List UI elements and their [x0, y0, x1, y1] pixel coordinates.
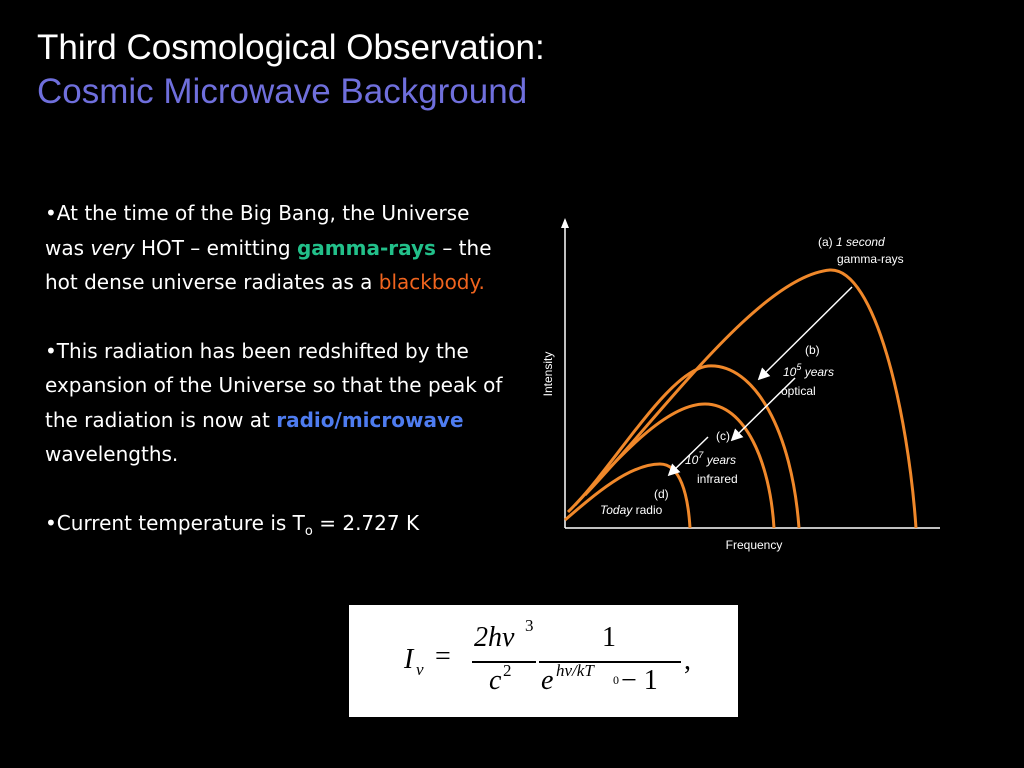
blackbody-highlight: blackbody. [378, 270, 485, 294]
slide-title: Third Cosmological Observation: Cosmic M… [37, 26, 545, 114]
bullet-text: HOT – emitting [134, 235, 297, 260]
curve-a-band: gamma-rays [837, 252, 904, 266]
formula-den1: c [489, 665, 502, 696]
bullet-redshift: •This radiation has been redshifted by t… [45, 334, 505, 472]
curve-c-letter: (c) [716, 429, 730, 443]
radio-microwave-highlight: radio/microwave [276, 407, 464, 432]
bullet-text: •This radiation has been redshifted by t… [45, 338, 503, 432]
formula-den2-base: e [541, 665, 554, 696]
curve-d-letter: (d) [654, 487, 669, 501]
bullet-text: •At the time of the Big Bang, the Univer… [45, 201, 470, 260]
fraction-bar-1 [472, 661, 536, 663]
bullet-temperature: •Current temperature is To = 2.727 K [45, 506, 505, 550]
formula-num2: 1 [602, 622, 616, 653]
x-axis-label: Frequency [726, 538, 783, 552]
bullet-text: wavelengths. [45, 442, 179, 466]
curve-d [564, 462, 692, 529]
curve-a [583, 268, 918, 529]
formula-den2-exp-sub: 0 [613, 673, 619, 687]
curve-b-time: 105 years [783, 362, 834, 379]
y-axis-label: Intensity [541, 352, 555, 397]
formula-den2-tail: − 1 [621, 665, 658, 696]
bullet-text: = 2.727 K [312, 510, 420, 535]
bullet-emphasis: very [90, 235, 135, 260]
formula-num1: 2hν [474, 622, 515, 653]
redshift-arrow-c-d [667, 436, 709, 477]
curve-c [566, 402, 776, 529]
planck-formula: I ν = 2hν 3 c 2 1 e hν/kT 0 − 1 , [349, 605, 738, 717]
bullet-big-bang: •At the time of the Big Bang, the Univer… [45, 196, 505, 300]
redshift-arrow-a-b [757, 286, 853, 381]
curve-a-label: (a) 1 second [818, 235, 885, 249]
curve-d-label: Today radio [600, 503, 663, 517]
temperature-subscript: o [304, 523, 313, 539]
gamma-rays-highlight: gamma-rays [296, 235, 436, 260]
title-line-1: Third Cosmological Observation: [37, 28, 545, 67]
formula-den2-exp: hν/kT [556, 661, 594, 680]
curve-group [564, 268, 918, 529]
blackbody-diagram: Intensity Frequency (a) 1 second gamma-r… [541, 218, 940, 552]
y-axis-arrow-icon [561, 218, 569, 228]
curve-c-band: infrared [697, 472, 738, 486]
curve-b-band: optical [781, 384, 816, 398]
formula-num1-exp: 3 [525, 616, 534, 635]
fraction-bar-2 [539, 661, 681, 663]
formula-equals: = [435, 641, 451, 672]
bullet-text: •Current temperature is T [45, 510, 305, 535]
title-line-2: Cosmic Microwave Background [37, 72, 528, 111]
formula-den1-exp: 2 [503, 661, 512, 680]
curve-c-time: 107 years [685, 450, 736, 467]
curve-b [573, 364, 801, 529]
formula-lhs-sub: ν [416, 660, 424, 679]
formula-trailing-comma: , [684, 645, 691, 676]
bullet-text: – the hot dense universe radiates as a [45, 235, 492, 295]
redshift-arrow-b-c [730, 377, 796, 442]
curve-b-letter: (b) [805, 343, 820, 357]
bullet-list: •At the time of the Big Bang, the Univer… [45, 196, 505, 549]
formula-lhs: I [404, 644, 414, 675]
